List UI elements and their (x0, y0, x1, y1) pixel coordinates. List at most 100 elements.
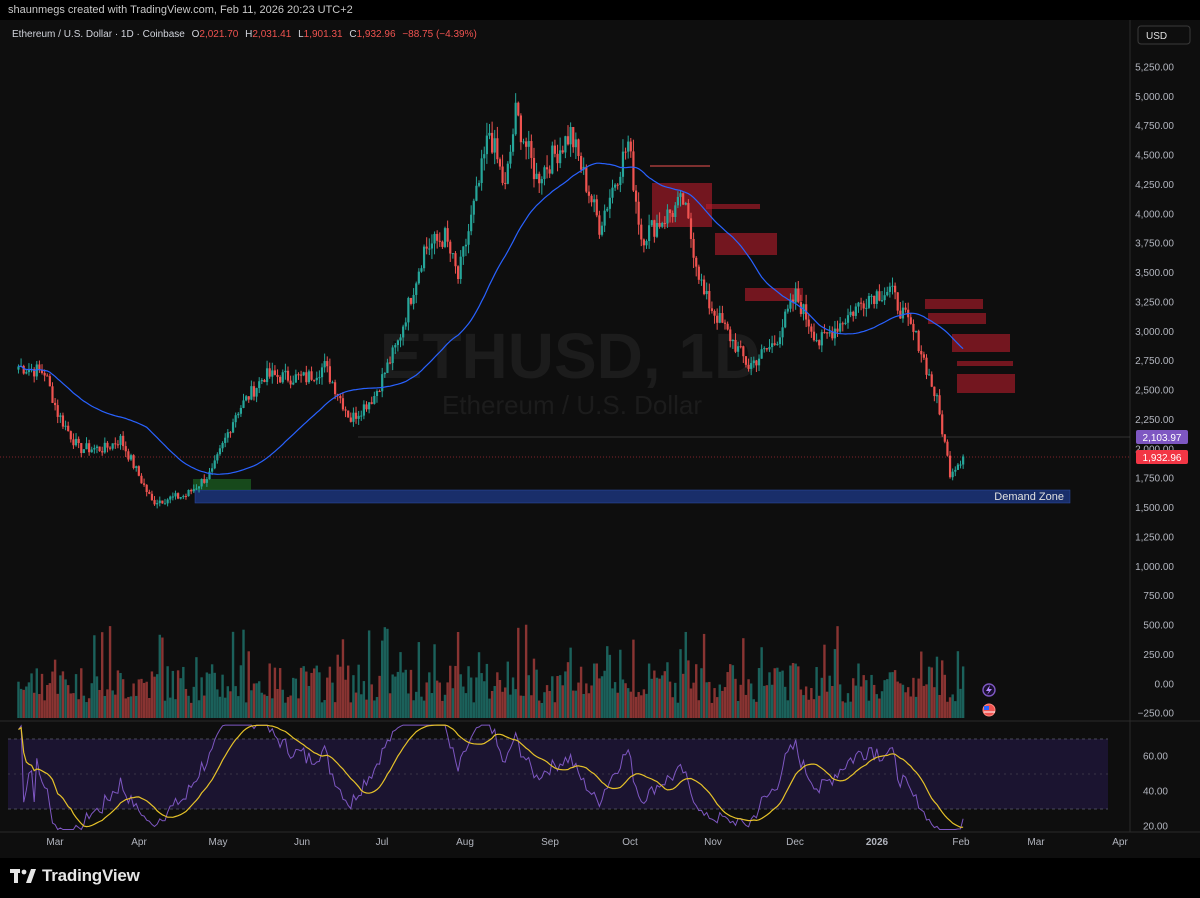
price-axis-label: 2,000.00 (1135, 444, 1174, 455)
candle-body (477, 183, 481, 186)
candle-body (122, 435, 125, 447)
lightning-event-icon[interactable] (982, 683, 996, 697)
volume-bar (263, 694, 266, 718)
candle-body (616, 184, 619, 186)
volume-bar (176, 670, 180, 718)
time-axis-label: Mar (1027, 837, 1045, 848)
volume-bar (456, 632, 460, 718)
volume-bar (255, 683, 258, 718)
candle-body (687, 203, 690, 219)
volume-bar (519, 695, 523, 718)
volume-bar (802, 695, 805, 718)
legend-open-label: O (192, 29, 200, 40)
volume-bar (875, 694, 878, 718)
candle-body (48, 376, 51, 387)
candle-body (265, 368, 269, 383)
candle-body (765, 348, 768, 350)
volume-bar (182, 666, 185, 718)
volume-bar (310, 672, 313, 718)
volume-bar (302, 666, 305, 718)
volume-bar (391, 674, 394, 718)
volume-bar (480, 673, 483, 718)
volume-bar (289, 695, 292, 718)
price-axis-label: 1,000.00 (1135, 562, 1174, 573)
candle-body (525, 141, 528, 147)
volume-bar (315, 665, 318, 718)
candle-body (532, 157, 536, 180)
time-axis[interactable]: Mar Apr May Jun Jul Aug Sep Oct Nov Dec 2026 Feb Mar… (46, 837, 1128, 848)
candle-body (354, 412, 358, 419)
volume-bar (713, 688, 716, 718)
volume-bar (592, 663, 596, 718)
volume-bar (294, 678, 298, 718)
candle-body (234, 415, 237, 423)
volume-bar (938, 694, 941, 718)
candle-body (153, 500, 156, 505)
volume-bar (490, 690, 494, 718)
candle-body (899, 310, 902, 319)
us-flag-event-icon[interactable] (982, 703, 996, 717)
candle-body (671, 212, 674, 217)
candle-body (663, 222, 666, 224)
candle-body (271, 370, 274, 377)
candle-body (161, 500, 164, 504)
volume-bar (524, 624, 528, 718)
candle-body (640, 224, 643, 240)
volume-bar (763, 685, 766, 718)
volume-bar (961, 666, 965, 718)
chart-area[interactable]: ETHUSD, 1D Ethereum / U.S. Dollar Demand… (0, 20, 1200, 858)
volume-bar (449, 665, 452, 718)
candle-body (776, 344, 779, 346)
volume-bar (420, 696, 423, 718)
volume-bar (946, 701, 949, 718)
price-axis-label: 4,750.00 (1135, 121, 1174, 132)
volume-bar (608, 654, 612, 718)
price-axis-label: 1,250.00 (1135, 532, 1174, 543)
candle-body (629, 141, 632, 152)
legend-low-value: 1,901.31 (304, 29, 343, 40)
price-chart[interactable]: ETHUSD, 1D Ethereum / U.S. Dollar Demand… (0, 20, 1200, 858)
price-axis[interactable]: 5,250.00 5,000.00 4,750.00 4,500.00 4,250.00… (1135, 63, 1174, 720)
candle-body (451, 253, 454, 255)
tradingview-logo[interactable]: TradingView (10, 866, 140, 886)
candle-body (595, 199, 598, 216)
candle-body (190, 489, 193, 492)
volume-bar (35, 668, 38, 718)
currency-label[interactable]: USD (1146, 31, 1167, 42)
candle-body (116, 444, 120, 446)
candle-body (938, 395, 941, 415)
candle-body (310, 371, 313, 380)
volume-bar (27, 682, 31, 718)
volume-bar (702, 633, 706, 718)
candle-body (61, 415, 65, 427)
candle-body (548, 169, 551, 174)
candle-body (538, 173, 541, 184)
candle-body (341, 398, 345, 410)
candle-body (896, 292, 899, 311)
watermark-name: Ethereum / U.S. Dollar (442, 390, 702, 420)
candle-body (742, 346, 745, 357)
candle-body (226, 432, 229, 438)
candle-body (564, 136, 567, 153)
candle-body (891, 285, 894, 287)
price-axis-label: 0.00 (1155, 679, 1175, 690)
volume-bar (511, 677, 515, 718)
rsi-axis[interactable]: 60.00 40.00 20.00 (1143, 752, 1168, 833)
candle-body (302, 372, 305, 376)
volume-bar (888, 672, 892, 718)
candle-body (192, 489, 195, 492)
volume-bar (545, 685, 549, 718)
volume-bar (880, 691, 884, 718)
candle-body (702, 279, 706, 295)
volume-bar (433, 644, 436, 718)
volume-bar (386, 628, 389, 718)
candle-body (80, 443, 83, 454)
volume-bar (223, 697, 227, 718)
candles (17, 93, 965, 509)
volume-bar (532, 658, 536, 718)
candle-body (608, 197, 611, 209)
volume-bar (927, 666, 931, 718)
currency-button[interactable]: USD (1137, 25, 1191, 45)
candle-body (286, 370, 290, 381)
volume-bar (854, 685, 858, 718)
